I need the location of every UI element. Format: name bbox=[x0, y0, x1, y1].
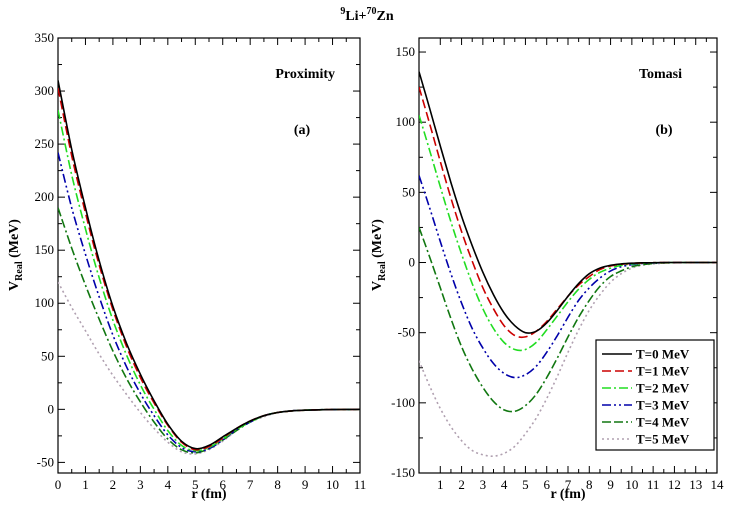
y-axis-label-b: VReal (MeV) bbox=[370, 219, 388, 291]
y-tick-label-a-350: 350 bbox=[35, 30, 55, 45]
title-mass-number-2: 70 bbox=[367, 6, 377, 17]
y-tick-label-b--100: -100 bbox=[391, 395, 415, 410]
legend-label-3: T=3 MeV bbox=[636, 398, 690, 413]
y-tick-label-a-250: 250 bbox=[35, 136, 55, 151]
model-label-b: Tomasi bbox=[639, 67, 682, 82]
x-tick-label-a-7: 7 bbox=[247, 477, 254, 492]
y-tick-label-a--50: -50 bbox=[37, 454, 54, 469]
legend-box bbox=[595, 339, 715, 451]
title-mass-number-1: 9 bbox=[340, 6, 345, 17]
title-main: Li+ bbox=[345, 9, 366, 24]
plot-frame-a bbox=[57, 37, 361, 474]
y-tick-label-b-0: 0 bbox=[409, 255, 416, 270]
x-tick-label-b-11: 11 bbox=[647, 477, 660, 492]
model-label-a: Proximity bbox=[275, 67, 335, 82]
x-tick-label-b-4: 4 bbox=[501, 477, 508, 492]
series-line-a-t-3-mev bbox=[58, 152, 360, 453]
x-tick-label-b-9: 9 bbox=[607, 477, 614, 492]
x-tick-label-a-6: 6 bbox=[219, 477, 226, 492]
x-tick-label-a-1: 1 bbox=[82, 477, 89, 492]
y-tick-label-b--150: -150 bbox=[391, 465, 415, 480]
title-end: Zn bbox=[377, 9, 394, 24]
y-axis-label-main-b: V bbox=[370, 281, 385, 291]
series-line-a-t-4-mev bbox=[58, 207, 360, 454]
y-tick-label-a-0: 0 bbox=[48, 401, 55, 416]
x-axis-label-a: r (fm) bbox=[191, 487, 226, 502]
x-tick-label-a-10: 10 bbox=[326, 477, 339, 492]
x-tick-label-a-8: 8 bbox=[274, 477, 281, 492]
x-tick-label-a-2: 2 bbox=[110, 477, 117, 492]
x-tick-label-a-4: 4 bbox=[165, 477, 172, 492]
y-axis-label-a: VReal (MeV) bbox=[7, 219, 25, 291]
legend-items: T=0 MeV T=1 MeV T=2 MeV T=3 MeV T=4 MeV T=5 M… bbox=[602, 347, 690, 447]
y-tick-label-a-200: 200 bbox=[35, 189, 55, 204]
series-lines-b bbox=[419, 71, 717, 458]
y-axis-label-sub-b: Real bbox=[377, 261, 388, 281]
series-line-b-t-5-mev bbox=[419, 261, 717, 458]
x-tick-label-a-0: 0 bbox=[55, 477, 62, 492]
x-tick-label-b-13: 13 bbox=[689, 477, 702, 492]
y-tick-label-a-300: 300 bbox=[35, 83, 55, 98]
y-axis-label-unit-b: (MeV) bbox=[370, 219, 385, 262]
x-tick-label-b-7: 7 bbox=[565, 477, 572, 492]
y-tick-label-a-50: 50 bbox=[41, 348, 54, 363]
y-axis-label-main-a: V bbox=[7, 281, 22, 291]
series-line-a-t-1-mev bbox=[58, 87, 360, 451]
x-tick-label-b-14: 14 bbox=[711, 477, 725, 492]
legend: T=0 MeV T=1 MeV T=2 MeV T=3 MeV T=4 MeV T=5 M… bbox=[595, 339, 715, 451]
y-tick-label-b--50: -50 bbox=[398, 325, 415, 340]
panel-label-a: (a) bbox=[294, 123, 311, 138]
figure-title: 9Li+70Zn bbox=[340, 6, 394, 24]
x-tick-label-b-2: 2 bbox=[458, 477, 465, 492]
y-axis-label-sub-a: Real bbox=[14, 261, 25, 281]
x-tick-label-a-3: 3 bbox=[137, 477, 144, 492]
legend-label-2: T=2 MeV bbox=[636, 381, 690, 396]
x-tick-label-a-11: 11 bbox=[354, 477, 367, 492]
y-tick-label-a-100: 100 bbox=[35, 295, 55, 310]
y-tick-label-a-150: 150 bbox=[35, 242, 55, 257]
y-tick-label-b-150: 150 bbox=[396, 44, 416, 59]
panel-b: 1 2 3 4 5 6 7 8 9 10 11 12 13 14-150-100-50050100150 … bbox=[370, 37, 724, 502]
y-tick-label-b-50: 50 bbox=[402, 184, 415, 199]
legend-label-0: T=0 MeV bbox=[636, 347, 690, 362]
x-tick-label-a-9: 9 bbox=[302, 477, 309, 492]
legend-label-5: T=5 MeV bbox=[636, 432, 690, 447]
x-tick-label-b-1: 1 bbox=[437, 477, 444, 492]
y-axis-label-unit-a: (MeV) bbox=[7, 219, 22, 262]
legend-label-4: T=4 MeV bbox=[636, 415, 690, 430]
x-tick-label-b-5: 5 bbox=[522, 477, 529, 492]
series-line-b-t-0-mev bbox=[419, 71, 717, 334]
x-tick-label-a-5: 5 bbox=[192, 477, 199, 492]
y-tick-label-b-100: 100 bbox=[396, 114, 416, 129]
panel-label-b: (b) bbox=[655, 123, 672, 138]
x-tick-label-b-8: 8 bbox=[586, 477, 593, 492]
x-tick-label-b-6: 6 bbox=[543, 477, 550, 492]
x-axis-label-b: r (fm) bbox=[550, 487, 585, 502]
series-line-a-t-0-mev bbox=[58, 80, 360, 450]
x-tick-label-b-3: 3 bbox=[480, 477, 487, 492]
series-line-b-t-2-mev bbox=[419, 114, 717, 352]
x-tick-label-b-12: 12 bbox=[668, 477, 681, 492]
series-line-b-t-3-mev bbox=[419, 175, 717, 379]
legend-label-1: T=1 MeV bbox=[636, 364, 690, 379]
series-lines-a bbox=[58, 80, 360, 455]
x-tick-label-b-10: 10 bbox=[625, 477, 638, 492]
